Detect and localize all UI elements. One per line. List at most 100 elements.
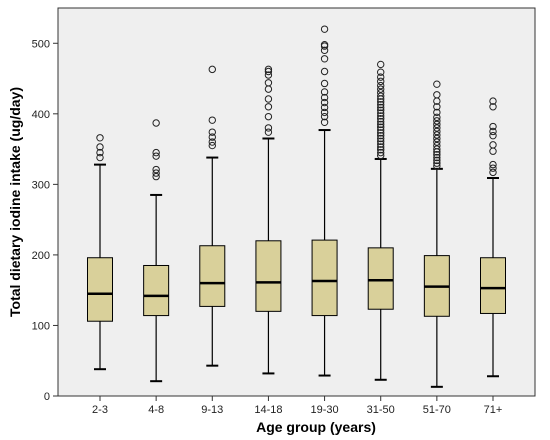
y-tick-label: 300 (32, 179, 50, 191)
outlier-point (433, 120, 441, 129)
outlier-point (152, 119, 160, 127)
outlier-point (96, 148, 104, 157)
outlier-point (152, 169, 160, 177)
x-tick-label: 71+ (484, 404, 503, 416)
outlier-point (377, 126, 385, 134)
outlier-point (208, 133, 216, 141)
outlier-point (208, 128, 216, 136)
outlier-point (264, 95, 273, 103)
outlier-point (264, 103, 273, 111)
outlier-point (377, 100, 385, 109)
y-tick-label: 0 (44, 391, 50, 403)
box-group (255, 65, 282, 375)
outlier-point (433, 159, 441, 167)
outlier-point (433, 124, 441, 132)
outlier-point (377, 92, 385, 100)
outlier-point (489, 103, 497, 111)
outlier-point (377, 98, 385, 106)
outlier-point (377, 81, 385, 90)
outlier-point (377, 134, 385, 143)
outlier-point (433, 153, 441, 162)
box-group (199, 65, 226, 367)
x-axis-title: Age group (years) (256, 419, 376, 435)
outlier-point (152, 165, 160, 174)
x-tick-label: 31-50 (367, 404, 395, 416)
outlier-point (264, 65, 273, 74)
y-axis: 0 100 200 300 400 500 (32, 38, 58, 403)
outlier-point (433, 80, 441, 88)
outlier-point (433, 117, 441, 125)
outlier-point (433, 151, 441, 159)
outlier-point (264, 79, 273, 87)
x-tick-label: 19-30 (311, 404, 339, 416)
outlier-point (320, 67, 329, 76)
outlier-point (264, 67, 273, 76)
box (311, 239, 338, 317)
outlier-point (377, 109, 385, 117)
y-axis-title: Total dietary iodine intake (ug/day) (7, 87, 23, 317)
box (480, 257, 506, 314)
outlier-point (377, 120, 385, 129)
outlier-point (377, 68, 385, 76)
box-group (87, 134, 113, 371)
outlier-point (377, 103, 385, 112)
outlier-point (433, 91, 441, 99)
outlier-point (320, 88, 329, 96)
outlier-point (377, 140, 385, 148)
outlier-point (377, 137, 385, 146)
outlier-point (377, 112, 385, 120)
y-tick-label: 100 (32, 320, 50, 332)
box (199, 245, 226, 307)
x-axis: 2-3 4-8 9-13 14-18 19-30 31-50 51-70 71+ (92, 396, 502, 416)
box (87, 257, 113, 322)
outlier-point (489, 97, 497, 105)
outlier-point (152, 152, 160, 160)
outlier-point (152, 148, 160, 157)
outlier-point (320, 108, 329, 117)
outlier-point (96, 143, 104, 151)
outlier-point (433, 131, 441, 139)
outlier-point (489, 164, 497, 172)
x-tick-label: 51-70 (423, 404, 451, 416)
outlier-point (433, 103, 441, 111)
y-tick-label: 500 (32, 38, 50, 50)
outlier-point (264, 124, 273, 132)
outlier-point (320, 25, 329, 33)
outlier-point (320, 40, 329, 49)
outlier-point (377, 60, 385, 69)
plot-area (57, 7, 536, 397)
outlier-point (377, 73, 385, 81)
outlier-point (377, 117, 385, 126)
box (255, 240, 282, 312)
outlier-point (208, 65, 216, 74)
x-tick-label: 4-8 (148, 404, 164, 416)
outlier-point (377, 131, 385, 140)
outlier-point (264, 128, 273, 136)
outlier-point (377, 146, 385, 154)
outlier-point (96, 153, 104, 162)
outlier-point (320, 93, 329, 102)
outlier-point (264, 112, 273, 121)
outlier-point (377, 148, 385, 157)
outlier-point (208, 116, 216, 124)
outlier-point (377, 115, 385, 123)
box-group (423, 80, 450, 388)
outlier-point (489, 160, 497, 169)
outlier-point (320, 98, 329, 107)
y-tick-label: 200 (32, 250, 50, 262)
box-group (367, 60, 394, 381)
outlier-point (320, 55, 329, 63)
x-tick-label: 14-18 (254, 404, 282, 416)
outlier-point (489, 131, 497, 140)
outlier-point (433, 134, 441, 143)
outlier-point (152, 172, 160, 181)
outlier-point (377, 151, 385, 160)
box-group (143, 119, 170, 383)
outlier-point (377, 106, 385, 114)
box (367, 247, 394, 310)
y-tick-label: 400 (32, 109, 50, 121)
outlier-point (320, 112, 329, 121)
outlier-point (377, 88, 385, 97)
outlier-point (377, 129, 385, 137)
